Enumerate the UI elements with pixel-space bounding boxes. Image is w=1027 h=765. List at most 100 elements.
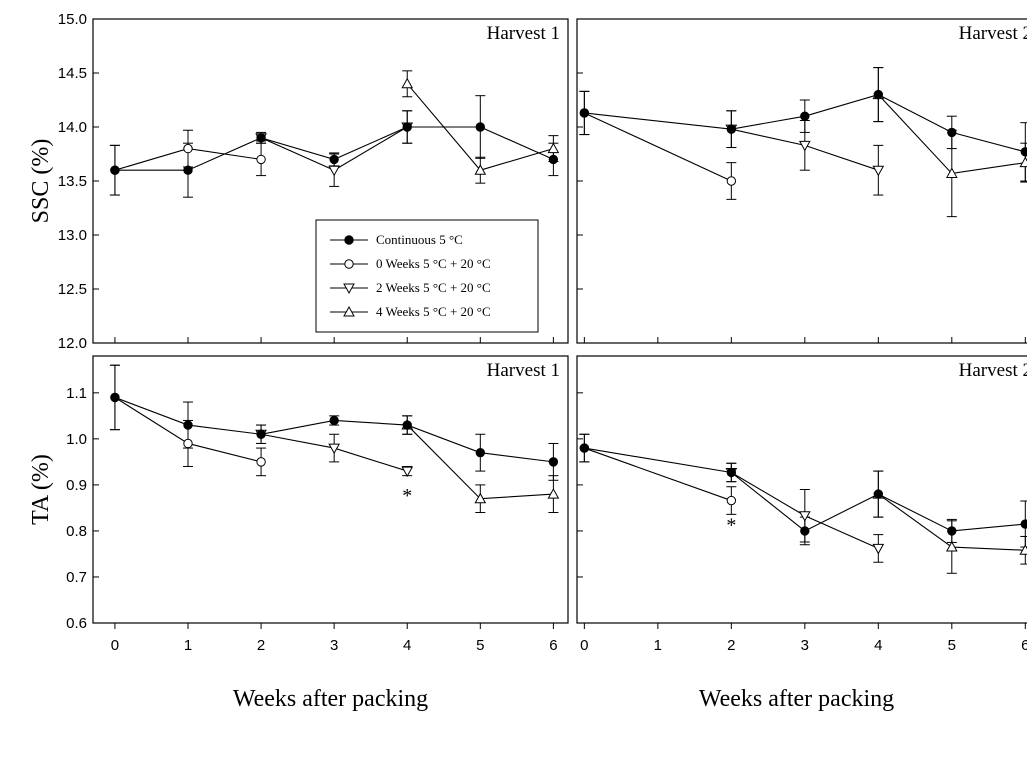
x-tick-label: 2	[257, 637, 265, 654]
x-tick-label: 2	[727, 637, 735, 654]
y-tick-label: 15.0	[58, 11, 87, 28]
legend-entry: 0 Weeks 5 °C + 20 °C	[376, 256, 491, 271]
marker-filled-circle	[947, 526, 957, 536]
panel-title: Harvest 2	[959, 23, 1027, 44]
marker-filled-circle	[579, 443, 590, 453]
marker-triangle-up	[474, 492, 487, 504]
panel-top-right: Harvest 2	[576, 18, 1027, 344]
marker-triangle-up	[945, 167, 958, 178]
y-tick-label: 0.9	[66, 477, 87, 494]
series-line	[584, 112, 732, 182]
legend: Continuous 5 °C 0 Weeks 5 °C + 20 °C 2 Wee…	[315, 219, 539, 333]
plot-frame	[576, 355, 1027, 624]
marker-triangle-down	[798, 140, 811, 152]
series-1	[579, 433, 737, 515]
marker-triangle-down	[798, 511, 811, 522]
marker-filled-circle	[329, 154, 339, 165]
marker-triangle-down	[328, 443, 341, 455]
marker-open-circle	[256, 457, 266, 467]
marker-triangle-up	[1019, 156, 1027, 168]
marker-filled-circle	[183, 165, 193, 175]
series-line	[584, 447, 1026, 532]
marker-filled-circle	[800, 526, 810, 536]
marker-filled-circle	[800, 111, 810, 121]
x-tick-label: 5	[476, 637, 484, 654]
y-tick-label: 13.5	[58, 173, 87, 190]
marker-filled-circle	[548, 457, 559, 467]
plot-frame	[576, 18, 1027, 344]
series-3	[873, 67, 1027, 218]
y-axis-label: SSC (%)	[28, 139, 54, 224]
marker-triangle-down	[401, 466, 414, 478]
x-tick-label: 0	[111, 637, 119, 654]
marker-filled-circle	[579, 108, 590, 118]
marker-filled-circle	[873, 489, 884, 499]
y-tick-label: 12.5	[58, 281, 87, 298]
marker-open-circle	[183, 143, 193, 154]
plot-frame	[92, 355, 569, 624]
marker-filled-circle	[183, 420, 193, 430]
x-tick-label: 3	[330, 637, 338, 654]
series-3	[873, 470, 1027, 574]
marker-triangle-up	[1019, 544, 1027, 555]
marker-filled-circle	[402, 122, 412, 132]
significance-marker: *	[402, 485, 412, 507]
legend-entry: 4 Weeks 5 °C + 20 °C	[376, 304, 491, 319]
y-tick-label: 0.8	[66, 523, 87, 540]
marker-triangle-up	[945, 541, 958, 552]
x-tick-label: 1	[654, 637, 662, 654]
marker-filled-circle	[873, 89, 884, 100]
marker-filled-circle	[1020, 519, 1027, 529]
panel-title: Harvest 1	[487, 23, 560, 44]
panel-bottom-right: 0 1 2 3 4 5 6 Harvest 2 Weeks after packing *	[576, 355, 1027, 712]
marker-filled-circle	[726, 124, 737, 134]
x-tick-label: 6	[549, 637, 557, 654]
legend-entry: 2 Weeks 5 °C + 20 °C	[376, 280, 491, 295]
x-tick-label: 6	[1021, 637, 1027, 654]
x-tick-label: 4	[874, 637, 882, 654]
marker-triangle-up	[474, 164, 487, 175]
panel-title: Harvest 2	[959, 360, 1027, 381]
marker-filled-circle	[726, 467, 737, 478]
marker-open-circle	[256, 154, 266, 165]
legend-entry: Continuous 5 °C	[376, 232, 463, 247]
marker-triangle-up	[547, 488, 560, 499]
x-tick-label: 0	[580, 637, 588, 654]
y-tick-label: 14.5	[58, 65, 87, 82]
marker-filled-circle	[344, 235, 354, 245]
marker-triangle-up	[401, 77, 414, 89]
series-0	[579, 433, 1027, 548]
marker-triangle-down	[328, 165, 341, 177]
marker-triangle-down	[872, 165, 885, 177]
significance-marker: *	[726, 515, 736, 537]
x-tick-label: 4	[403, 637, 411, 654]
series-line	[584, 447, 732, 502]
y-tick-label: 13.0	[58, 227, 87, 244]
x-tick-label: 3	[801, 637, 809, 654]
series-0	[579, 67, 1027, 182]
x-axis-label: Weeks after packing	[699, 686, 894, 712]
x-axis-label: Weeks after packing	[233, 686, 428, 712]
marker-filled-circle	[329, 415, 339, 426]
series-1	[579, 90, 737, 200]
marker-open-circle	[344, 259, 354, 269]
panel-title: Harvest 1	[487, 360, 560, 381]
marker-open-circle	[726, 495, 737, 506]
marker-filled-circle	[110, 392, 120, 403]
marker-triangle-down	[343, 283, 355, 295]
marker-filled-circle	[475, 447, 486, 458]
marker-open-circle	[726, 176, 737, 186]
marker-triangle-up	[343, 305, 355, 317]
marker-filled-circle	[947, 127, 957, 138]
marker-triangle-down	[872, 543, 885, 555]
y-tick-label: 0.7	[66, 569, 87, 586]
y-tick-label: 14.0	[58, 119, 87, 136]
panel-bottom-left: 0.6 0.7 0.8 0.9 1.0 1.1 0 1 2 3 4 5 6 Harvest 1 TA (%)…	[28, 355, 569, 712]
x-tick-label: 5	[948, 637, 956, 654]
marker-filled-circle	[402, 420, 412, 430]
y-tick-label: 0.6	[66, 615, 87, 632]
marker-filled-circle	[256, 133, 266, 143]
marker-filled-circle	[256, 429, 266, 439]
marker-filled-circle	[548, 154, 559, 165]
panel-top-left: 12.0 12.5 13.0 13.5 14.0 14.5 15.0 Harvest 1 SSC…	[28, 11, 569, 352]
